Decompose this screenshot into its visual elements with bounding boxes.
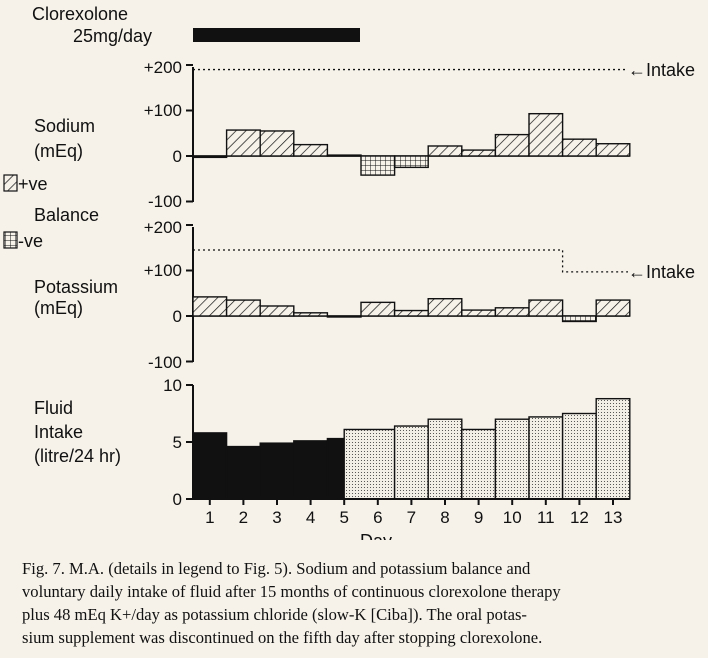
x-tick-label-2: 2 (239, 508, 248, 527)
sodium-label-1: Sodium (34, 116, 95, 136)
legend-negative-label: -ve (18, 231, 43, 251)
x-tick-label-6: 6 (373, 508, 382, 527)
sodium-tick-100: +100 (144, 101, 182, 120)
potassium-label-2: (mEq) (34, 298, 83, 318)
sodium-intake-label: Intake (646, 60, 695, 80)
sodium-bar-day-4 (293, 143, 329, 157)
fluid-bar-day-7 (393, 425, 429, 500)
fluid-bar-day-12 (561, 412, 597, 500)
fluid-bar-day-6 (343, 428, 396, 500)
potassium-label-1: Potassium (34, 277, 118, 297)
sodium-tick-200: +200 (144, 58, 182, 77)
sodium-bar-day-13 (595, 143, 631, 157)
potassium-bar-day-4 (293, 312, 329, 317)
drug-period-bar (193, 28, 360, 42)
sodium-intake-arrow: ← (628, 60, 646, 80)
potassium-bar-day-8 (427, 298, 463, 317)
sodium-tick-minus100: -100 (148, 192, 182, 211)
caption-line-3: plus 48 mEq K+/day as potassium chloride… (22, 605, 527, 624)
sodium-bar-day-2 (225, 129, 261, 157)
fluid-bar-day-10 (494, 418, 530, 500)
x-tick-label-13: 13 (604, 508, 623, 527)
x-tick-label-8: 8 (440, 508, 449, 527)
caption-line-4: sium supplement was discontinued on the … (22, 628, 543, 647)
fluid-tick-10: 10 (163, 376, 182, 395)
drug-name: Clorexolone (32, 4, 128, 24)
sodium-label-2: (mEq) (34, 141, 83, 161)
sodium-bar-day-3 (259, 130, 295, 157)
fluid-bar-day-5 (326, 437, 345, 500)
figure-caption: Fig. 7. M.A. (details in legend to Fig. … (22, 557, 698, 649)
legend-positive-label: +ve (18, 174, 48, 194)
fluid-label-2: Intake (34, 422, 83, 442)
potassium-tick-minus100: -100 (148, 353, 182, 372)
potassium-bar-day-1 (192, 296, 228, 317)
fluid-bar-day-3 (259, 442, 295, 500)
potassium-bar-day-10 (494, 307, 530, 317)
caption-line-1: Fig. 7. M.A. (details in legend to Fig. … (22, 559, 531, 578)
potassium-bar-day-5 (326, 315, 362, 318)
sodium-bar-day-11 (528, 112, 564, 157)
sodium-bar-day-12 (561, 138, 597, 157)
fluid-tick-5: 5 (173, 433, 182, 452)
potassium-bar-day-7 (393, 309, 429, 317)
fluid-label-1: Fluid (34, 398, 73, 418)
fluid-bar-day-1 (192, 432, 228, 500)
x-tick-label-1: 1 (205, 508, 214, 527)
sodium-bar-day-9 (461, 149, 497, 157)
sodium-bar-day-8 (427, 145, 463, 157)
potassium-bar-day-13 (595, 299, 631, 317)
sodium-tick-0: 0 (173, 147, 182, 166)
x-tick-label-9: 9 (474, 508, 483, 527)
potassium-tick-0: 0 (173, 307, 182, 326)
fluid-bar-day-9 (461, 428, 497, 500)
sodium-bar-day-1 (192, 155, 228, 159)
potassium-tick-200: +200 (144, 218, 182, 237)
potassium-intake-arrow: ← (628, 262, 646, 282)
x-tick-label-12: 12 (570, 508, 589, 527)
fluid-bar-day-4 (293, 440, 329, 500)
x-tick-label-7: 7 (407, 508, 416, 527)
fluid-tick-0: 0 (173, 490, 182, 509)
sodium-bar-day-10 (494, 133, 530, 157)
figure: Clorexolone 25mg/day Sodium (mEq) +ve Ba… (3, 4, 695, 540)
sodium-bar-day-5 (326, 154, 362, 157)
potassium-bar-day-6 (360, 301, 396, 317)
potassium-intake-line (193, 249, 628, 273)
x-tick-label-11: 11 (537, 508, 555, 527)
fluid-bar-day-11 (528, 416, 564, 500)
fluid-label-3: (litre/24 hr) (34, 446, 121, 466)
x-tick-label-5: 5 (339, 508, 348, 527)
legend-negative-swatch (3, 231, 18, 249)
x-tick-label-4: 4 (306, 508, 315, 527)
chart-marks: 1 2 3 4 5 6 7 8 9 10 11 12 13 (186, 64, 631, 527)
x-tick-label-3: 3 (272, 508, 281, 527)
legend-positive-swatch (3, 174, 18, 192)
potassium-bar-day-11 (528, 299, 564, 317)
potassium-bar-day-3 (259, 305, 295, 317)
x-axis-title: Day (360, 531, 392, 540)
fluid-bar-day-8 (427, 418, 463, 500)
fluid-bar-day-2 (225, 445, 261, 500)
legend-balance-title: Balance (34, 205, 99, 225)
x-tick-label-10: 10 (503, 508, 522, 527)
potassium-bar-day-12 (561, 315, 597, 323)
fluid-bar-day-13 (595, 397, 631, 500)
sodium-bar-day-6 (360, 155, 396, 176)
potassium-bar-day-2 (225, 299, 261, 317)
potassium-tick-100: +100 (144, 261, 182, 280)
potassium-bar-day-9 (461, 309, 497, 317)
drug-dose: 25mg/day (73, 26, 152, 46)
sodium-bar-day-7 (393, 155, 429, 169)
caption-line-2: voluntary daily intake of fluid after 15… (22, 582, 561, 601)
potassium-intake-label: Intake (646, 262, 695, 282)
